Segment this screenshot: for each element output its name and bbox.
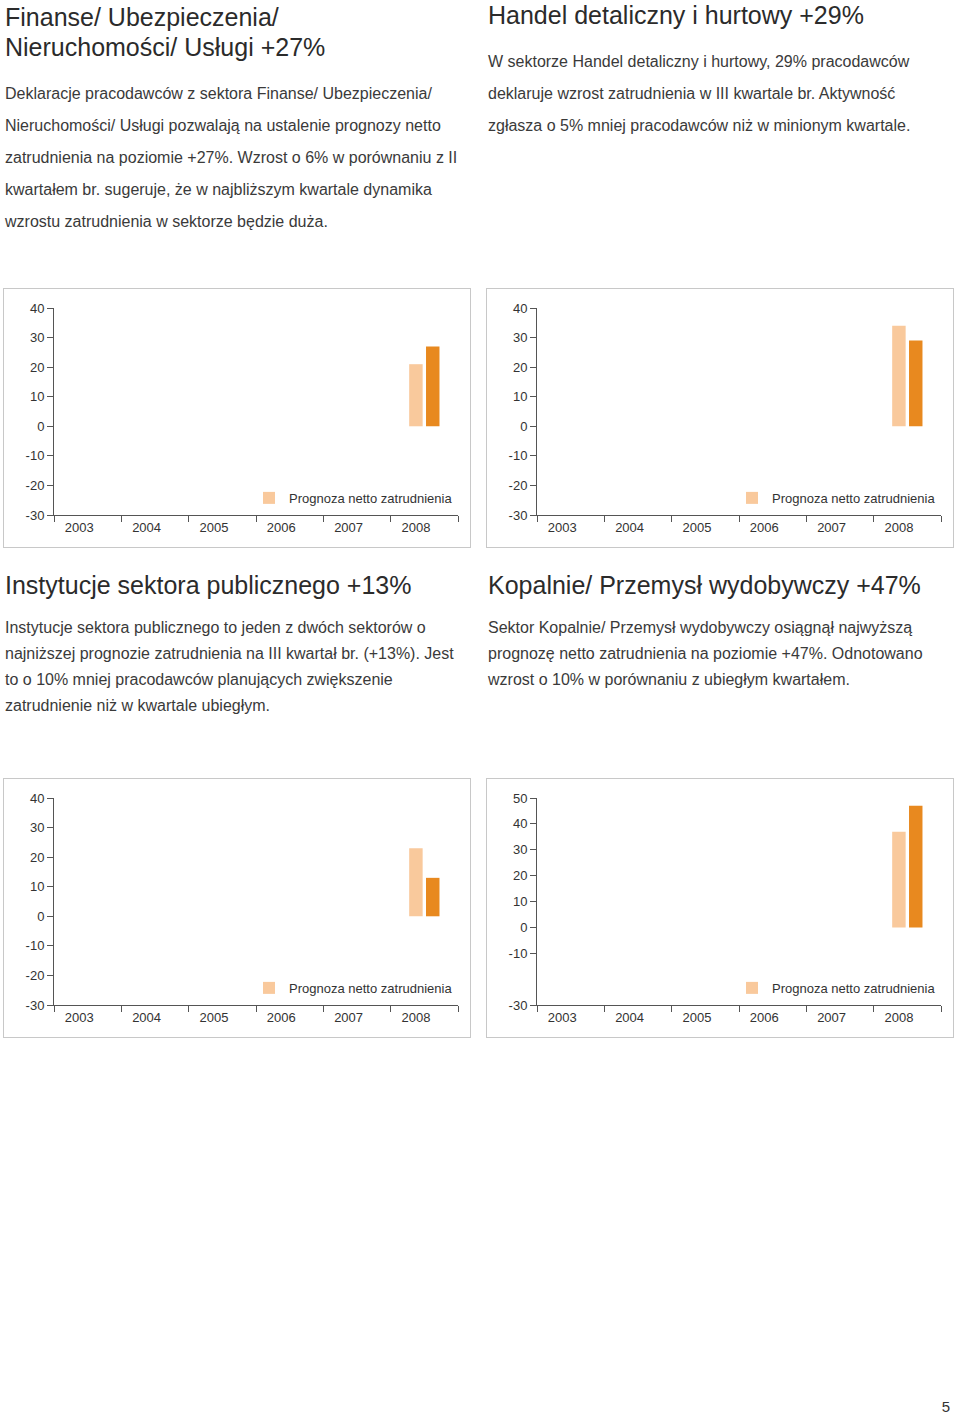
svg-text:40: 40 bbox=[513, 816, 527, 831]
svg-text:30: 30 bbox=[30, 330, 44, 345]
svg-text:Prognoza netto zatrudnienia: Prognoza netto zatrudnienia bbox=[772, 981, 935, 996]
svg-text:-10: -10 bbox=[509, 448, 528, 463]
svg-text:20: 20 bbox=[30, 360, 44, 375]
svg-text:-10: -10 bbox=[26, 448, 45, 463]
svg-text:2006: 2006 bbox=[750, 1010, 779, 1025]
html-text:Handel detaliczny i hurtowy +2: Handel detaliczny i hurtowy +29% bbox=[488, 1, 864, 29]
svg-text:40: 40 bbox=[30, 791, 44, 806]
svg-text:2003: 2003 bbox=[65, 1010, 94, 1025]
svg-text:2005: 2005 bbox=[682, 520, 711, 535]
svg-text:50: 50 bbox=[513, 791, 527, 806]
svg-text:-20: -20 bbox=[26, 968, 45, 983]
svg-text:2003: 2003 bbox=[548, 1010, 577, 1025]
svg-text:2005: 2005 bbox=[682, 1010, 711, 1025]
html-text:W sektorze Handel detaliczny i: W sektorze Handel detaliczny i hurtowy, … bbox=[488, 53, 911, 134]
html-text:Kopalnie/ Przemysł wydobywczy: Kopalnie/ Przemysł wydobywczy +47% bbox=[488, 571, 921, 599]
svg-text:2008: 2008 bbox=[401, 520, 430, 535]
svg-text:2004: 2004 bbox=[132, 520, 161, 535]
svg-text:0: 0 bbox=[520, 920, 527, 935]
svg-text:2003: 2003 bbox=[548, 520, 577, 535]
svg-text:2008: 2008 bbox=[884, 1010, 913, 1025]
svg-text:-30: -30 bbox=[26, 998, 45, 1013]
svg-text:2006: 2006 bbox=[267, 1010, 296, 1025]
svg-text:-10: -10 bbox=[509, 946, 528, 961]
svg-text:2007: 2007 bbox=[334, 1010, 363, 1025]
svg-text:2007: 2007 bbox=[334, 520, 363, 535]
svg-text:-20: -20 bbox=[26, 478, 45, 493]
svg-text:-30: -30 bbox=[509, 508, 528, 523]
html-text:Instytucje sektora publicznego: Instytucje sektora publicznego to jeden … bbox=[5, 619, 454, 714]
svg-text:2008: 2008 bbox=[401, 1010, 430, 1025]
html-text:Deklaracje pracodawców z sekto: Deklaracje pracodawców z sektora Finanse… bbox=[5, 85, 458, 230]
svg-text:20: 20 bbox=[513, 360, 527, 375]
html-text:Instytucje sektora publicznego: Instytucje sektora publicznego +13% bbox=[5, 571, 412, 599]
svg-text:40: 40 bbox=[513, 301, 527, 316]
svg-text:10: 10 bbox=[513, 894, 527, 909]
html-text:5: 5 bbox=[941, 1398, 950, 1415]
html-text:Finanse/ Ubezpieczenia/ Nieruc: Finanse/ Ubezpieczenia/ Nieruchomości/ U… bbox=[5, 3, 326, 61]
svg-text:2006: 2006 bbox=[750, 520, 779, 535]
svg-text:2004: 2004 bbox=[615, 1010, 644, 1025]
svg-text:2006: 2006 bbox=[267, 520, 296, 535]
svg-text:10: 10 bbox=[30, 879, 44, 894]
svg-text:20: 20 bbox=[513, 868, 527, 883]
svg-text:-30: -30 bbox=[26, 508, 45, 523]
svg-text:20: 20 bbox=[30, 850, 44, 865]
svg-text:-20: -20 bbox=[509, 478, 528, 493]
svg-text:Prognoza netto zatrudnienia: Prognoza netto zatrudnienia bbox=[289, 491, 452, 506]
svg-text:Prognoza netto zatrudnienia: Prognoza netto zatrudnienia bbox=[772, 491, 935, 506]
svg-text:Prognoza netto zatrudnienia: Prognoza netto zatrudnienia bbox=[289, 981, 452, 996]
svg-text:2004: 2004 bbox=[615, 520, 644, 535]
svg-text:40: 40 bbox=[30, 301, 44, 316]
svg-text:2007: 2007 bbox=[817, 520, 846, 535]
svg-text:10: 10 bbox=[30, 389, 44, 404]
html-text:Sektor Kopalnie/ Przemysł wydo: Sektor Kopalnie/ Przemysł wydobywczy osi… bbox=[488, 619, 923, 688]
svg-text:30: 30 bbox=[513, 842, 527, 857]
svg-text:2007: 2007 bbox=[817, 1010, 846, 1025]
svg-text:2003: 2003 bbox=[65, 520, 94, 535]
svg-text:2008: 2008 bbox=[884, 520, 913, 535]
svg-text:-30: -30 bbox=[509, 998, 528, 1013]
svg-text:0: 0 bbox=[520, 419, 527, 434]
svg-text:2005: 2005 bbox=[199, 520, 228, 535]
svg-text:30: 30 bbox=[30, 820, 44, 835]
svg-text:2005: 2005 bbox=[199, 1010, 228, 1025]
svg-text:2004: 2004 bbox=[132, 1010, 161, 1025]
svg-text:30: 30 bbox=[513, 330, 527, 345]
svg-text:0: 0 bbox=[37, 419, 44, 434]
svg-text:10: 10 bbox=[513, 389, 527, 404]
svg-text:0: 0 bbox=[37, 909, 44, 924]
svg-text:-10: -10 bbox=[26, 938, 45, 953]
